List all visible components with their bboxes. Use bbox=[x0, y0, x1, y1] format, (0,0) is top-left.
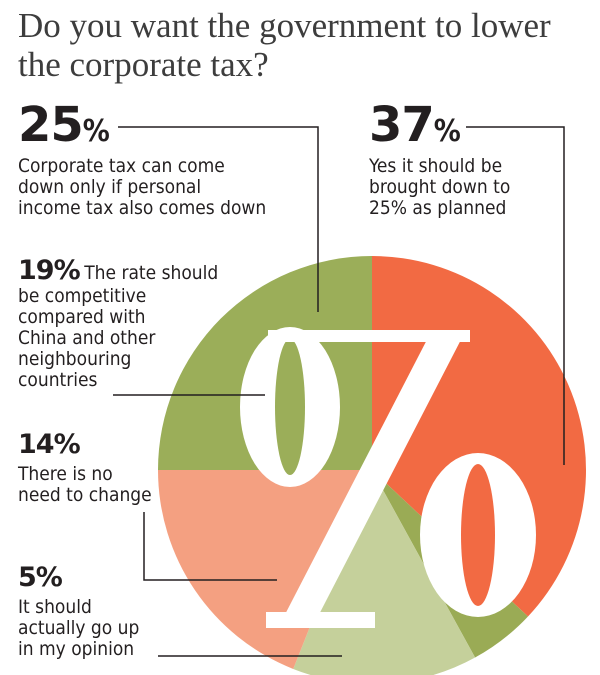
label-19-percent: 19% The rate should be competitive compa… bbox=[18, 256, 218, 391]
value-25: 25 bbox=[18, 97, 84, 153]
label-37-line-1: Yes it should be bbox=[369, 155, 503, 177]
label-5-line-3: in my opinion bbox=[18, 638, 135, 660]
percent-glyph-slash bbox=[278, 330, 466, 628]
label-19-line-0: The rate should bbox=[84, 262, 219, 284]
label-19-line-3: China and other bbox=[18, 327, 156, 349]
pie-slice-19 bbox=[158, 470, 372, 669]
label-19-line-1: be competitive bbox=[18, 285, 147, 307]
leader-line-37 bbox=[466, 126, 565, 465]
label-5-percent: 5% It should actually go up in my opinio… bbox=[18, 563, 139, 660]
value-37-sign: % bbox=[433, 114, 461, 149]
label-14-line-1: There is no bbox=[18, 463, 113, 485]
value-37: 37 bbox=[369, 97, 435, 153]
label-37-line-3: 25% as planned bbox=[369, 197, 507, 219]
label-14-percent: 14% There is no need to change bbox=[18, 430, 152, 506]
label-5-line-2: actually go up bbox=[18, 617, 140, 639]
percent-glyph-left-hole bbox=[275, 339, 305, 475]
label-19-line-4: neighbouring bbox=[18, 348, 132, 370]
value-5: 5% bbox=[18, 562, 63, 593]
percent-glyph bbox=[240, 327, 536, 628]
chart-title: Do you want the government to lower the … bbox=[18, 6, 551, 84]
label-14-line-2: need to change bbox=[18, 484, 152, 506]
label-37-percent: 37% Yes it should be brought down to 25%… bbox=[369, 100, 510, 219]
label-5-line-1: It should bbox=[18, 596, 92, 618]
value-25-sign: % bbox=[82, 114, 110, 149]
leader-lines bbox=[113, 126, 565, 657]
label-19-line-5: countries bbox=[18, 369, 98, 391]
percent-glyph-right-hole bbox=[461, 464, 495, 606]
label-25-line-2: down only if personal bbox=[18, 176, 202, 198]
percent-glyph-top-bar bbox=[268, 330, 470, 342]
label-19-line-2: compared with bbox=[18, 306, 146, 328]
label-25-line-3: income tax also comes down bbox=[18, 197, 267, 219]
label-25-percent: 25% Corporate tax can come down only if … bbox=[18, 100, 266, 219]
leader-line-25 bbox=[118, 126, 319, 312]
label-25-line-1: Corporate tax can come bbox=[18, 155, 225, 177]
value-19: 19% bbox=[18, 255, 81, 286]
value-14: 14% bbox=[18, 429, 81, 460]
leader-line-14 bbox=[143, 512, 277, 581]
label-37-line-2: brought down to bbox=[369, 176, 511, 198]
percent-glyph-bottom-bar bbox=[266, 612, 375, 628]
